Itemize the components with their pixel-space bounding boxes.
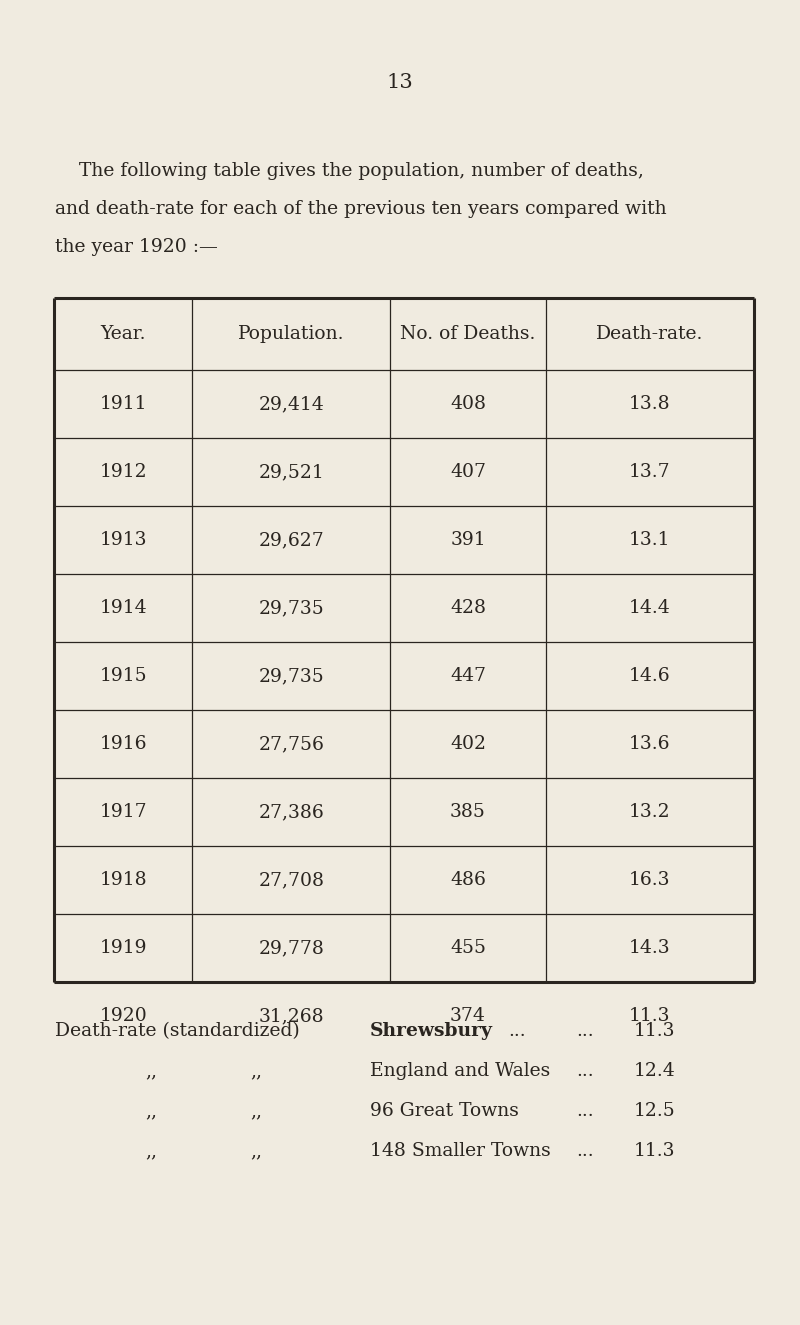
Text: 455: 455	[450, 939, 486, 957]
Text: Population.: Population.	[238, 325, 345, 343]
Text: 29,521: 29,521	[258, 462, 324, 481]
Text: 27,756: 27,756	[258, 735, 324, 753]
Text: 1914: 1914	[99, 599, 147, 617]
Text: 1919: 1919	[99, 939, 147, 957]
Text: 385: 385	[450, 803, 486, 822]
Text: 13.2: 13.2	[629, 803, 670, 822]
Text: ...: ...	[576, 1063, 594, 1080]
Text: 1915: 1915	[99, 666, 147, 685]
Text: ...: ...	[576, 1102, 594, 1120]
Text: 12.4: 12.4	[634, 1063, 676, 1080]
Text: 428: 428	[450, 599, 486, 617]
Text: 391: 391	[450, 531, 486, 549]
Text: ...: ...	[576, 1022, 594, 1040]
Text: 1917: 1917	[99, 803, 147, 822]
Text: 29,414: 29,414	[258, 395, 324, 413]
Text: 13.8: 13.8	[629, 395, 670, 413]
Text: 14.3: 14.3	[629, 939, 670, 957]
Text: ,,: ,,	[145, 1142, 157, 1159]
Text: 1920: 1920	[99, 1007, 147, 1026]
Text: 27,386: 27,386	[258, 803, 324, 822]
Text: 148 Smaller Towns: 148 Smaller Towns	[370, 1142, 550, 1159]
Text: 1913: 1913	[99, 531, 147, 549]
Text: England and Wales: England and Wales	[370, 1063, 550, 1080]
Text: 1918: 1918	[99, 871, 147, 889]
Text: 14.4: 14.4	[629, 599, 670, 617]
Text: 13: 13	[386, 73, 414, 91]
Text: Shrewsbury: Shrewsbury	[370, 1022, 493, 1040]
Text: 16.3: 16.3	[629, 871, 670, 889]
Text: No. of Deaths.: No. of Deaths.	[400, 325, 536, 343]
Text: 13.1: 13.1	[629, 531, 670, 549]
Text: 486: 486	[450, 871, 486, 889]
Text: ...: ...	[576, 1142, 594, 1159]
Text: 1916: 1916	[99, 735, 147, 753]
Text: 31,268: 31,268	[258, 1007, 324, 1026]
Text: and death-rate for each of the previous ten years compared with: and death-rate for each of the previous …	[55, 200, 666, 219]
Text: 1911: 1911	[99, 395, 147, 413]
Text: ,,: ,,	[250, 1142, 262, 1159]
Text: ,,: ,,	[145, 1102, 157, 1120]
Text: 29,627: 29,627	[258, 531, 324, 549]
Text: ...: ...	[508, 1022, 526, 1040]
Text: Death-rate.: Death-rate.	[596, 325, 703, 343]
Text: 14.6: 14.6	[629, 666, 670, 685]
Text: 11.3: 11.3	[634, 1142, 675, 1159]
Text: 96 Great Towns: 96 Great Towns	[370, 1102, 519, 1120]
Text: 27,708: 27,708	[258, 871, 324, 889]
Text: 374: 374	[450, 1007, 486, 1026]
Text: 402: 402	[450, 735, 486, 753]
Text: 1912: 1912	[99, 462, 147, 481]
Text: Year.: Year.	[101, 325, 146, 343]
Text: ,,: ,,	[250, 1102, 262, 1120]
Text: 12.5: 12.5	[634, 1102, 676, 1120]
Text: The following table gives the population, number of deaths,: The following table gives the population…	[55, 162, 644, 180]
Text: 29,735: 29,735	[258, 666, 324, 685]
Text: 29,778: 29,778	[258, 939, 324, 957]
Text: 408: 408	[450, 395, 486, 413]
Text: Death-rate (standardized): Death-rate (standardized)	[55, 1022, 300, 1040]
Text: the year 1920 :—: the year 1920 :—	[55, 238, 218, 256]
Text: 29,735: 29,735	[258, 599, 324, 617]
Text: ,,: ,,	[145, 1063, 157, 1080]
Text: 11.3: 11.3	[629, 1007, 670, 1026]
Text: 13.7: 13.7	[629, 462, 670, 481]
Text: 11.3: 11.3	[634, 1022, 675, 1040]
Text: ,,: ,,	[250, 1063, 262, 1080]
Text: 407: 407	[450, 462, 486, 481]
Text: 13.6: 13.6	[629, 735, 670, 753]
Text: 447: 447	[450, 666, 486, 685]
